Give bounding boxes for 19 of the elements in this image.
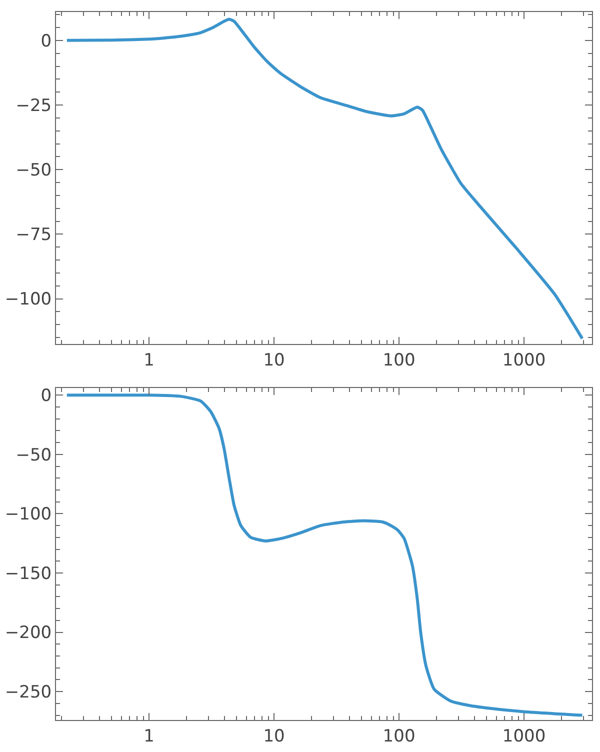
y-tick-label: −50 — [16, 160, 52, 181]
x-tick-label: 100 — [382, 726, 416, 746]
x-tick-label: 10 — [263, 350, 285, 370]
y-tick-label: −75 — [16, 225, 52, 246]
y-tick-label: −150 — [4, 564, 52, 584]
x-tick-label: 1 — [144, 350, 154, 370]
y-tick-label: 0 — [40, 386, 52, 406]
y-tick-label: −100 — [4, 504, 52, 525]
x-tick-label: 100 — [382, 350, 416, 370]
x-tick-label: 10 — [263, 726, 285, 746]
x-tick-label: 1000 — [502, 726, 546, 746]
x-tick-label: 1000 — [502, 350, 546, 370]
x-tick-label: 1 — [144, 726, 154, 746]
y-tick-label: −25 — [16, 96, 52, 116]
y-tick-label: −100 — [4, 290, 52, 310]
y-tick-label: −50 — [16, 445, 52, 466]
y-tick-label: 0 — [40, 31, 52, 52]
y-tick-label: −250 — [4, 682, 52, 702]
y-tick-label: −200 — [4, 623, 52, 644]
